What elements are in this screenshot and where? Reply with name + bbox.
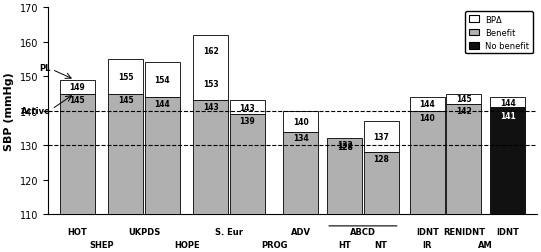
Text: 143: 143: [203, 103, 219, 112]
Text: Active: Active: [21, 107, 50, 116]
Text: IDNT: IDNT: [496, 227, 519, 236]
Bar: [108, 60, 143, 94]
Text: HT: HT: [338, 240, 351, 249]
Text: 128: 128: [373, 154, 389, 163]
Bar: [145, 63, 180, 98]
Text: 155: 155: [118, 73, 134, 81]
Bar: [364, 153, 399, 215]
Bar: [283, 111, 319, 132]
Text: 140: 140: [419, 113, 436, 122]
Bar: [327, 139, 362, 215]
Text: 144: 144: [154, 99, 170, 108]
Text: IR: IR: [423, 240, 432, 249]
Text: 153: 153: [203, 79, 219, 88]
Text: 149: 149: [69, 83, 85, 92]
Text: RENIDNT: RENIDNT: [443, 227, 485, 236]
Text: 128: 128: [337, 142, 353, 151]
Text: 141: 141: [500, 111, 516, 120]
Bar: [446, 105, 481, 215]
Text: HOT: HOT: [67, 227, 87, 236]
Text: 144: 144: [419, 100, 436, 109]
Bar: [446, 94, 481, 105]
Text: ADV: ADV: [291, 227, 311, 236]
Bar: [283, 132, 319, 215]
Text: S. Eur: S. Eur: [215, 227, 243, 236]
Bar: [490, 108, 525, 215]
Text: 145: 145: [69, 96, 85, 105]
Text: PL: PL: [39, 64, 50, 73]
Text: 139: 139: [240, 116, 255, 125]
Text: ABCD: ABCD: [350, 227, 376, 236]
Text: 140: 140: [293, 117, 309, 126]
Text: UKPDS: UKPDS: [128, 227, 160, 236]
Bar: [60, 94, 95, 215]
Text: NT: NT: [375, 240, 387, 249]
Text: 134: 134: [293, 134, 309, 143]
Bar: [193, 101, 228, 215]
Text: 142: 142: [456, 106, 472, 115]
Text: 154: 154: [154, 76, 170, 85]
Text: 137: 137: [373, 133, 389, 142]
Text: 162: 162: [203, 47, 219, 56]
Bar: [108, 94, 143, 215]
Bar: [364, 122, 399, 153]
Text: AM: AM: [478, 240, 493, 249]
Text: 144: 144: [500, 98, 516, 107]
Bar: [60, 80, 95, 94]
Bar: [145, 98, 180, 215]
Bar: [410, 98, 445, 111]
Text: HOPE: HOPE: [174, 240, 200, 249]
Bar: [230, 115, 265, 215]
Text: PROG: PROG: [261, 240, 287, 249]
Y-axis label: SBP (mmHg): SBP (mmHg): [4, 72, 14, 151]
Text: 145: 145: [456, 95, 472, 104]
Text: IDNT: IDNT: [416, 227, 439, 236]
Legend: BPΔ, Benefit, No benefit: BPΔ, Benefit, No benefit: [465, 12, 533, 54]
Bar: [193, 36, 228, 101]
Text: 132: 132: [337, 141, 353, 150]
Bar: [410, 111, 445, 215]
Bar: [490, 98, 525, 108]
Text: 143: 143: [240, 104, 255, 112]
Text: SHEP: SHEP: [89, 240, 114, 249]
Text: 145: 145: [118, 96, 134, 105]
Bar: [230, 101, 265, 115]
